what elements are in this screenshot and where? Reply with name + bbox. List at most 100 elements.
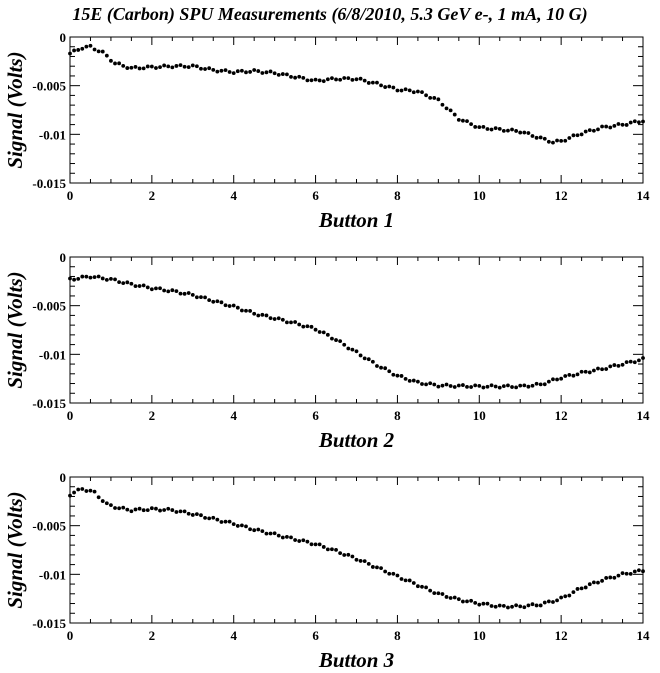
data-point bbox=[309, 78, 314, 83]
data-point bbox=[125, 280, 130, 285]
data-point bbox=[240, 308, 244, 313]
y-axis-title: Signal (Volts) bbox=[3, 51, 27, 168]
data-point bbox=[166, 506, 171, 511]
data-point bbox=[293, 75, 298, 80]
data-point bbox=[297, 539, 302, 543]
data-point bbox=[551, 377, 555, 382]
data-point bbox=[395, 373, 400, 378]
data-point bbox=[109, 58, 113, 63]
data-point bbox=[628, 120, 633, 125]
y-tick-label: -0.01 bbox=[39, 567, 66, 582]
data-point bbox=[235, 69, 240, 74]
data-point bbox=[551, 140, 555, 145]
x-tick-label: 8 bbox=[394, 408, 401, 423]
data-point bbox=[424, 93, 428, 98]
data-point bbox=[109, 276, 113, 281]
data-point bbox=[203, 295, 207, 300]
data-point bbox=[493, 604, 498, 609]
data-point bbox=[235, 305, 240, 310]
data-point bbox=[407, 88, 412, 93]
data-point bbox=[632, 119, 637, 124]
data-point bbox=[477, 384, 482, 388]
data-point bbox=[456, 597, 461, 602]
x-tick-label: 10 bbox=[473, 188, 486, 203]
data-point bbox=[469, 122, 473, 127]
data-point bbox=[76, 276, 81, 281]
data-point bbox=[555, 598, 559, 603]
data-point bbox=[248, 309, 252, 313]
data-point bbox=[149, 506, 154, 511]
data-point bbox=[149, 64, 154, 69]
data-point bbox=[575, 587, 580, 591]
data-point bbox=[113, 506, 117, 510]
data-point bbox=[100, 49, 105, 54]
data-point bbox=[375, 364, 379, 368]
data-point bbox=[113, 277, 117, 282]
data-point bbox=[252, 68, 257, 72]
data-point bbox=[272, 531, 277, 536]
data-point bbox=[182, 291, 187, 296]
data-point bbox=[330, 76, 334, 81]
data-point bbox=[84, 489, 89, 493]
data-point bbox=[546, 139, 551, 144]
data-point bbox=[104, 501, 109, 506]
data-point bbox=[293, 538, 298, 542]
data-point bbox=[424, 585, 428, 590]
data-point bbox=[297, 74, 302, 79]
data-point bbox=[334, 77, 338, 82]
data-point bbox=[260, 71, 265, 75]
data-point bbox=[154, 506, 158, 511]
data-point bbox=[80, 46, 85, 51]
data-point bbox=[162, 288, 167, 293]
data-point bbox=[387, 369, 392, 374]
data-point bbox=[428, 95, 433, 100]
data-point bbox=[526, 603, 531, 608]
data-point bbox=[608, 125, 613, 130]
data-point bbox=[444, 382, 449, 387]
data-point bbox=[379, 566, 383, 571]
data-point bbox=[452, 112, 457, 117]
data-point bbox=[440, 383, 445, 388]
data-point bbox=[141, 66, 146, 71]
data-point bbox=[571, 373, 576, 378]
data-point bbox=[358, 559, 363, 563]
data-point bbox=[133, 507, 138, 512]
data-point bbox=[391, 372, 396, 377]
data-point bbox=[411, 378, 416, 383]
data-point bbox=[518, 604, 523, 609]
data-point bbox=[158, 286, 162, 291]
data-point bbox=[125, 507, 130, 512]
data-point bbox=[542, 382, 547, 387]
data-point bbox=[264, 70, 269, 75]
data-point bbox=[276, 73, 281, 77]
data-point bbox=[244, 308, 248, 313]
data-point bbox=[194, 295, 199, 300]
y-tick-label: -0.01 bbox=[39, 347, 66, 362]
data-point bbox=[415, 584, 420, 589]
data-point bbox=[362, 559, 367, 564]
data-point bbox=[350, 554, 355, 559]
data-point bbox=[121, 63, 126, 68]
data-point bbox=[72, 48, 76, 53]
data-point bbox=[264, 531, 269, 536]
data-point bbox=[616, 122, 621, 126]
data-point bbox=[424, 382, 428, 387]
data-point bbox=[96, 274, 101, 279]
data-point bbox=[391, 571, 396, 576]
x-tick-label: 4 bbox=[230, 188, 237, 203]
data-point bbox=[252, 528, 257, 533]
data-point bbox=[346, 76, 351, 81]
data-point bbox=[583, 585, 588, 590]
data-point bbox=[231, 71, 236, 75]
data-point bbox=[248, 70, 252, 74]
data-point bbox=[559, 595, 564, 600]
data-point bbox=[211, 515, 216, 520]
data-point bbox=[465, 385, 469, 389]
y-tick-label: -0.005 bbox=[32, 519, 66, 534]
data-point bbox=[469, 385, 473, 389]
data-point bbox=[158, 508, 162, 513]
data-point bbox=[542, 136, 547, 141]
data-point bbox=[395, 88, 400, 93]
data-point bbox=[481, 601, 486, 606]
